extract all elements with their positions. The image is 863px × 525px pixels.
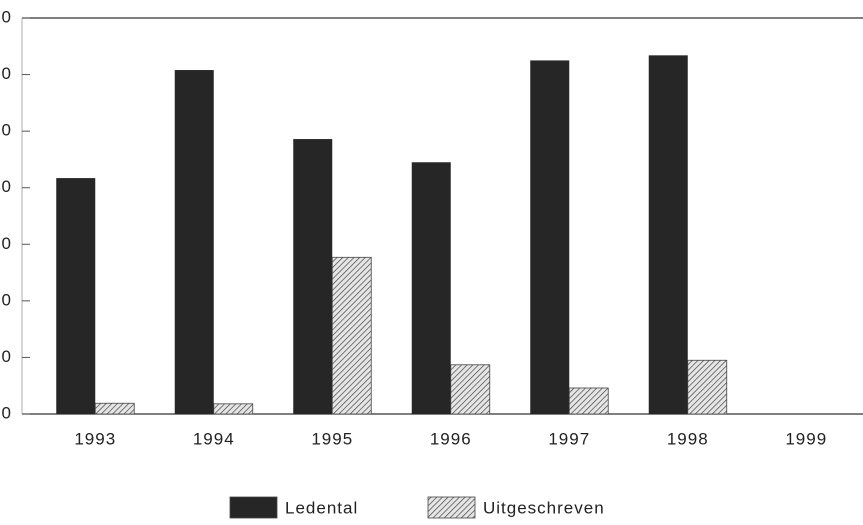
y-tick-label: 10 xyxy=(0,347,12,366)
legend-label: Uitgeschreven xyxy=(483,498,605,517)
y-tick-label: 40 xyxy=(0,177,12,196)
x-tick-label: 1997 xyxy=(548,429,590,448)
x-tick-label: 1994 xyxy=(193,429,235,448)
y-tick-label: 60 xyxy=(0,64,12,83)
legend-label: Ledental xyxy=(285,498,358,517)
bar xyxy=(450,364,491,415)
x-tick-label: 1999 xyxy=(785,429,827,448)
x-tick-label: 1993 xyxy=(74,429,116,448)
bar xyxy=(568,387,609,415)
x-tick-label: 1995 xyxy=(311,429,353,448)
y-tick-label: 70 xyxy=(0,7,12,26)
y-tick-label: 0 xyxy=(2,403,12,422)
bar xyxy=(331,256,372,415)
y-tick-label: 50 xyxy=(0,121,12,140)
bar xyxy=(293,139,333,414)
bar xyxy=(530,60,570,415)
bar xyxy=(648,55,688,414)
x-tick-label: 1998 xyxy=(667,429,709,448)
bar xyxy=(94,402,135,415)
legend-swatch xyxy=(229,496,278,519)
legend-swatch xyxy=(427,496,476,519)
bar xyxy=(687,359,728,415)
bar xyxy=(174,70,214,414)
x-tick-label: 1996 xyxy=(430,429,472,448)
bar xyxy=(56,178,96,414)
bar xyxy=(213,403,254,415)
y-tick-label: 20 xyxy=(0,290,12,309)
y-tick-label: 30 xyxy=(0,234,12,253)
bar xyxy=(411,162,451,414)
